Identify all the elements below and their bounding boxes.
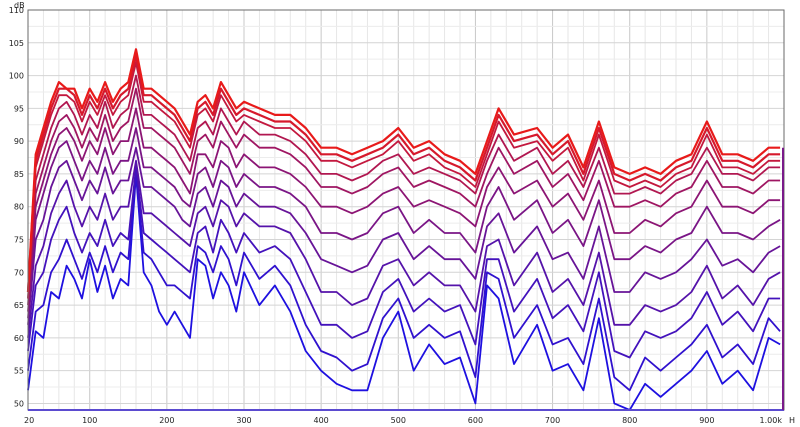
series-line-6 xyxy=(27,127,781,319)
x-tick-label: 600 xyxy=(468,416,483,425)
x-tick-label: 900 xyxy=(699,416,714,425)
x-tick-label: 400 xyxy=(314,416,329,425)
y-tick-label: 50 xyxy=(14,399,24,408)
x-tick-label: 1.00k xyxy=(760,416,783,425)
x-tick-label: 700 xyxy=(545,416,560,425)
x-tick-label: 100 xyxy=(82,416,97,425)
x-tick-label: 800 xyxy=(622,416,637,425)
grid-lines xyxy=(28,9,784,410)
x-tick-label: 300 xyxy=(236,416,251,425)
y-tick-labels: 50 55 60 65 70 75 80 85 90 95 100 105 110 xyxy=(9,6,24,408)
y-tick-label: 75 xyxy=(14,236,24,245)
y-tick-label: 110 xyxy=(9,6,24,15)
y-tick-label: 80 xyxy=(14,203,24,212)
y-tick-label: 95 xyxy=(14,104,24,113)
series-group xyxy=(26,48,781,411)
y-tick-label: 100 xyxy=(9,72,24,81)
y-tick-label: 55 xyxy=(14,367,24,376)
y-tick-label: 60 xyxy=(14,334,24,343)
y-tick-label: 105 xyxy=(9,39,24,48)
series-line-12 xyxy=(26,48,781,293)
series-line-3 xyxy=(27,166,781,359)
y-unit-label: dB xyxy=(14,1,25,10)
x-tick-label: 200 xyxy=(159,416,174,425)
axes xyxy=(27,9,785,411)
x-tick-label: 500 xyxy=(391,416,406,425)
y-tick-label: 70 xyxy=(14,268,24,277)
series-line-4 xyxy=(27,159,781,338)
series-line-2 xyxy=(27,172,781,392)
x-unit-label: H xyxy=(789,416,795,425)
x-tick-labels: 20 100 200 300 400 500 600 700 800 900 1.00k xyxy=(24,416,782,425)
series-line-11 xyxy=(26,54,781,293)
y-tick-label: 90 xyxy=(14,137,24,146)
series-line-7 xyxy=(27,107,781,312)
series-line-10 xyxy=(27,61,781,299)
y-tick-label: 85 xyxy=(14,170,24,179)
series-line-8 xyxy=(27,87,781,306)
series-line-5 xyxy=(27,146,781,325)
series-line-9 xyxy=(27,74,781,299)
x-tick-label: 20 xyxy=(24,416,34,425)
y-tick-label: 65 xyxy=(14,301,24,310)
series-line-1 xyxy=(27,172,781,411)
